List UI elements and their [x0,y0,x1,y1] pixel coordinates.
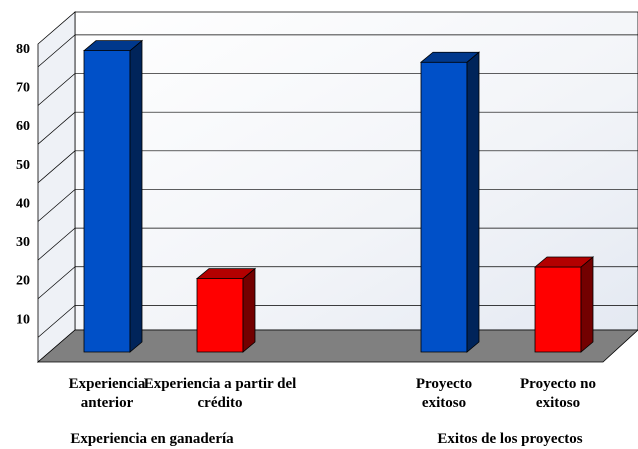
bar-front [534,266,582,353]
x-tick-label: Proyecto no exitoso [520,376,596,411]
y-tick-label: 60 [16,119,30,134]
y-tick-label: 30 [16,235,30,250]
y-tick-label: 40 [16,196,30,211]
bar-front [420,61,468,353]
group-label: Experiencia en ganadería [70,431,234,447]
x-tick-label: Proyecto exitoso [415,376,473,411]
grid-line [37,189,76,222]
grid-line [37,34,76,68]
bar [419,51,481,353]
bar-side [129,39,143,353]
bar [533,256,595,353]
bar-top [82,40,144,52]
bar [195,267,257,353]
bar-top [195,268,257,279]
bar-side [242,267,256,353]
y-tick-label: 70 [16,81,30,96]
side-wall [37,11,76,363]
y-tick-label: 80 [16,42,30,57]
bar-top [533,256,595,268]
bar-top [419,51,481,63]
grid-line [37,305,76,338]
bar-front [83,50,131,353]
bar-side [466,51,480,353]
y-tick-label: 20 [16,274,30,289]
y-tick-label: 10 [16,312,30,327]
group-label: Exitos de los proyectos [437,431,583,447]
x-tick-label: Experiencia a partir del crédito [143,376,297,411]
grid-line [37,73,76,106]
bar-front [196,278,244,353]
floor [36,329,638,363]
grid-line [37,227,76,261]
grid-line [37,150,76,184]
bar-side [580,256,594,353]
grid-line [37,266,76,299]
bar [82,39,144,353]
grid-line [37,111,76,145]
x-tick-label: Experiencia anterior [68,376,146,411]
y-tick-label: 50 [16,158,30,173]
